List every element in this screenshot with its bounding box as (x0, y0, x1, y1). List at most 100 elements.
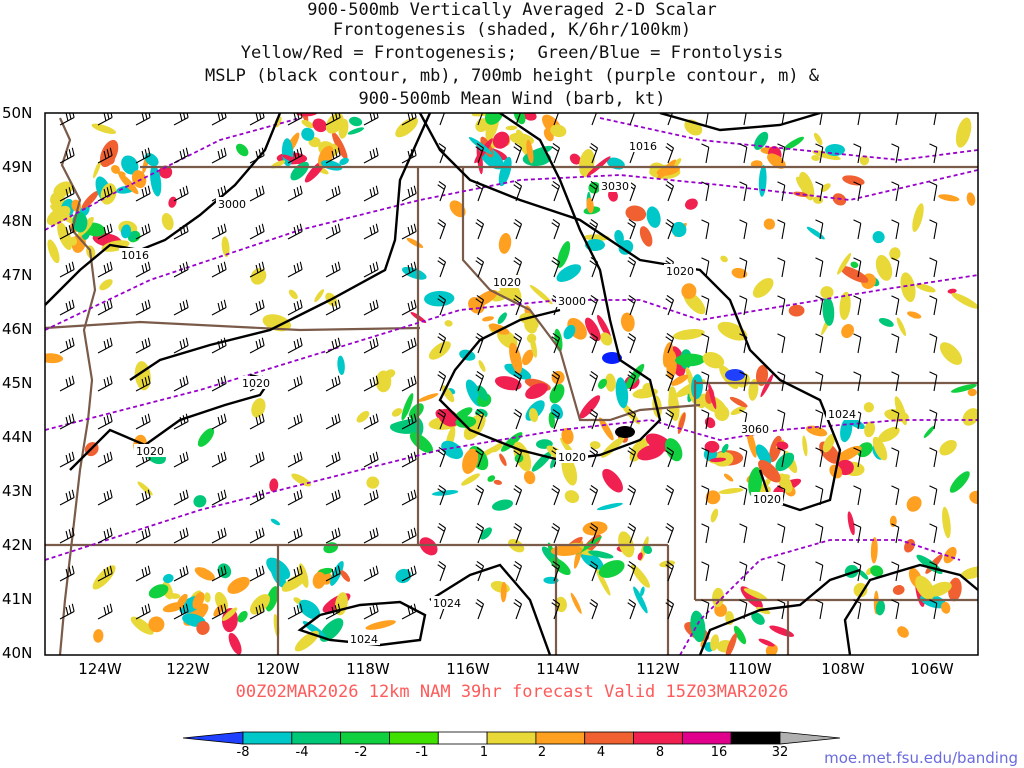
wind-barb (701, 409, 710, 430)
colorbar-segment (437, 731, 488, 745)
frontogenesis-cell (894, 396, 907, 426)
wind-barb (59, 185, 75, 202)
idaho-montana-border (461, 167, 701, 422)
svg-text:3030: 3030 (601, 180, 629, 193)
wind-barb (743, 113, 747, 126)
wind-barb (135, 603, 151, 620)
wind-barb (211, 299, 227, 316)
frontogenesis-cell (337, 355, 345, 375)
frontogenesis-cell (923, 425, 935, 438)
frontogenesis-cell (939, 342, 963, 365)
frontogenesis-cell (347, 127, 365, 135)
wind-barb (739, 219, 748, 240)
wind-barb (173, 527, 189, 544)
wind-barb (475, 180, 485, 202)
wind-barb (211, 375, 227, 392)
wind-barb (363, 527, 379, 544)
mslp-label: 1020 (664, 264, 696, 278)
frontogenesis-cell (365, 620, 396, 630)
frontogenesis-cell (549, 383, 565, 404)
frontogenesis-cell (840, 417, 853, 443)
wind-barb (513, 180, 523, 202)
frontogenesis-cell (646, 206, 661, 228)
frontogenesis-cell (395, 117, 418, 138)
frontogenesis-cell (710, 508, 719, 523)
lon-label-108w: 108W (821, 660, 865, 678)
frontogenesis-cell (47, 239, 60, 264)
colorbar-right-arrow (779, 731, 841, 745)
wind-barb (59, 261, 75, 278)
wind-barb (589, 446, 599, 468)
wind-barb (929, 599, 938, 620)
frontogenesis-cell (643, 545, 653, 554)
frontogenesis-cell (633, 586, 648, 614)
wind-barb (929, 447, 938, 468)
wind-barb (815, 143, 824, 164)
wind-barb (739, 257, 748, 278)
frontogenesis-cell (822, 296, 835, 326)
wind-barb (475, 484, 485, 506)
frontogenesis-cell (561, 427, 574, 445)
lon-label-122w: 122W (166, 660, 210, 678)
wind-barb (627, 560, 637, 582)
lon-label-114w: 114W (536, 660, 580, 678)
wind-barb (211, 489, 227, 506)
frontogenesis-cell (850, 261, 859, 269)
wind-barb (739, 485, 748, 506)
frontogenesis-cell (598, 560, 625, 578)
colorbar-tick: -4 (295, 745, 309, 760)
wind-barb (249, 223, 265, 240)
lon-label-120w: 120W (256, 660, 300, 678)
wind-barb (135, 223, 151, 240)
frontogenesis-cell (91, 123, 117, 134)
lat-label-44n: 44N (2, 428, 33, 446)
wind-barb (59, 337, 75, 354)
wind-barb (891, 523, 900, 544)
wind-barb (59, 527, 75, 544)
title-line-5: 900-500mb Mean Wind (barb, kt) (358, 89, 666, 109)
frontogenesis-cell (471, 113, 499, 117)
frontogenesis-cell (130, 616, 154, 635)
wind-barb (739, 295, 748, 316)
lon-label-110w: 110W (728, 660, 772, 678)
mslp-label: 1016 (627, 139, 659, 153)
frontogenesis-cell (812, 150, 841, 161)
wind-barb (363, 261, 379, 278)
wind-barb (401, 147, 417, 164)
wind-barb (437, 408, 447, 430)
wind-barb (929, 561, 938, 582)
wind-barb (59, 603, 75, 620)
lat-label-48n: 48N (2, 212, 33, 230)
frontogenesis-cell (705, 490, 721, 505)
frontogenesis-cell (251, 398, 266, 418)
wind-barb (513, 598, 523, 620)
frontogenesis-cell (312, 118, 327, 133)
mslp-contours (45, 113, 978, 655)
wind-barb (401, 451, 417, 468)
wind-barb (665, 408, 675, 430)
frontogenesis-cell (498, 156, 512, 187)
frontogenesis-cell (640, 586, 645, 597)
wind-barb (135, 565, 151, 582)
wind-barb (401, 565, 417, 582)
svg-text:1024: 1024 (828, 408, 856, 421)
frontogenesis-strong-cell (602, 352, 622, 364)
wind-barb (513, 218, 523, 240)
frontogenesis-cell (896, 317, 907, 336)
wind-barb (667, 113, 673, 126)
frontogenesis-cell (550, 124, 567, 138)
wind-barb (287, 413, 303, 430)
wind-barb (475, 256, 485, 278)
frontogenesis-cell (767, 153, 786, 169)
frontogenesis-cell (548, 411, 555, 429)
wind-barb (891, 485, 900, 506)
frontogenesis-cell (725, 633, 737, 655)
frontogenesis-cell (499, 453, 507, 467)
frontogenesis-cell (796, 176, 809, 194)
frontogenesis-cell (564, 490, 580, 504)
wind-barb (777, 371, 786, 392)
frontogenesis-cell (859, 155, 870, 166)
height-label: 3060 (739, 422, 771, 436)
mslp-label: 1020 (556, 450, 588, 464)
colorbar-segment (242, 731, 293, 745)
